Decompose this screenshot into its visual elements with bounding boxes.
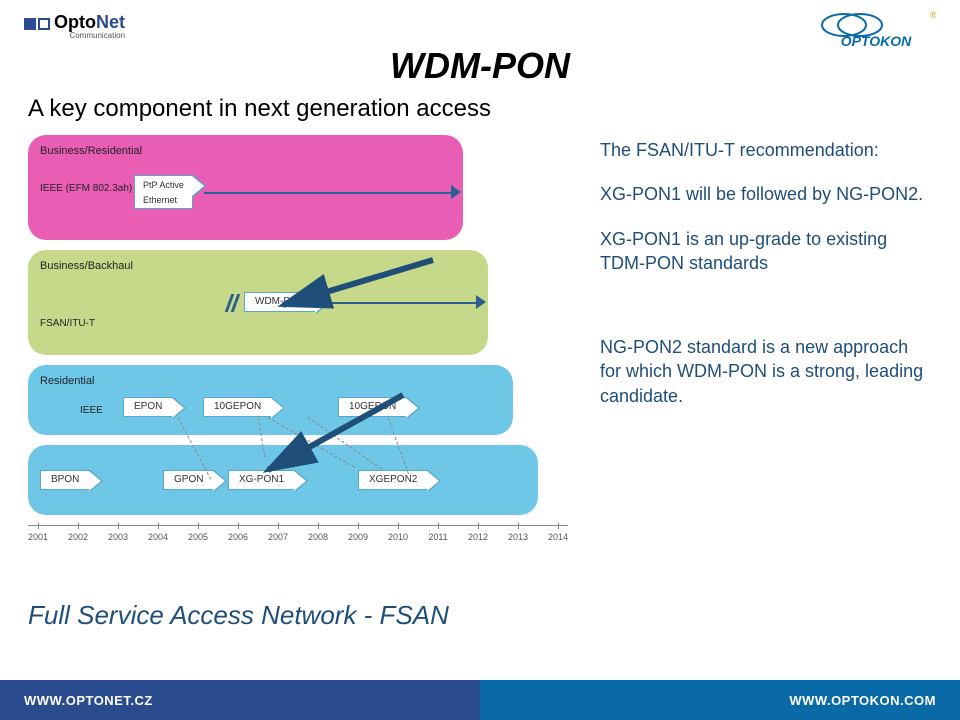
- tick-icon: [558, 523, 559, 529]
- logo-text-2: Net: [96, 12, 125, 32]
- bullet-line: XG-PON1 is an up-grade to existing TDM-P…: [600, 227, 930, 276]
- arrow-icon: [451, 185, 461, 199]
- bullet-line: The FSAN/ITU-T recommendation:: [600, 138, 930, 162]
- bottom-bar: WWW.OPTONET.CZ WWW.OPTOKON.COM: [0, 680, 960, 720]
- band-label: Residential: [40, 375, 501, 387]
- logo-optokon: OPTOKON ®: [816, 10, 936, 48]
- tick-icon: [358, 523, 359, 529]
- arrow-icon: [476, 295, 486, 309]
- band-label: Business/Residential: [40, 145, 451, 157]
- timeline-diagram: Business/Residential IEEE (EFM 802.3ah) …: [28, 135, 588, 550]
- footer-note: Full Service Access Network - FSAN: [28, 600, 449, 631]
- year-label: 2007: [268, 532, 288, 542]
- year-label: 2011: [428, 532, 447, 542]
- logo-text-1: Opto: [54, 12, 96, 32]
- tick-icon: [478, 523, 479, 529]
- svg-text:®: ®: [930, 10, 936, 20]
- chip-bpon: BPON: [40, 470, 90, 490]
- page-subtitle: A key component in next generation acces…: [28, 95, 491, 123]
- timeline-axis: 2001200220032004200520062007200820092010…: [28, 525, 568, 526]
- tick-icon: [518, 523, 519, 529]
- line-icon: [204, 192, 454, 194]
- page-title: WDM-PON: [0, 45, 960, 87]
- year-label: 2002: [68, 532, 88, 542]
- band-sublabel: FSAN/ITU-T: [40, 318, 95, 329]
- pointer-arrow-icon: [258, 255, 438, 365]
- year-label: 2003: [108, 532, 128, 542]
- bullet-line: NG-PON2 standard is a new approach for w…: [600, 335, 930, 408]
- footer-url-left: WWW.OPTONET.CZ: [24, 693, 153, 708]
- year-label: 2012: [468, 532, 488, 542]
- tick-icon: [438, 523, 439, 529]
- tick-icon: [198, 523, 199, 529]
- year-label: 2006: [228, 532, 248, 542]
- year-label: 2014: [548, 532, 568, 542]
- band-sublabel: IEEE: [80, 405, 103, 416]
- year-label: 2001: [28, 532, 48, 542]
- year-label: 2008: [308, 532, 328, 542]
- pointer-arrow-icon: [208, 390, 408, 490]
- chip-ptp-ethernet: PtP ActiveEthernet: [134, 175, 193, 209]
- bullet-block: The FSAN/ITU-T recommendation: XG-PON1 w…: [600, 138, 930, 428]
- tick-icon: [158, 523, 159, 529]
- tick-icon: [318, 523, 319, 529]
- tick-icon: [238, 523, 239, 529]
- year-label: 2010: [388, 532, 408, 542]
- year-label: 2009: [348, 532, 368, 542]
- tick-icon: [278, 523, 279, 529]
- tick-icon: [78, 523, 79, 529]
- year-label: 2004: [148, 532, 168, 542]
- band-business-residential: Business/Residential IEEE (EFM 802.3ah) …: [28, 135, 463, 240]
- footer-url-right: WWW.OPTOKON.COM: [789, 693, 936, 708]
- year-label: 2005: [188, 532, 208, 542]
- logo-sub: Communication: [54, 31, 125, 40]
- band-sublabel: IEEE (EFM 802.3ah): [40, 183, 132, 194]
- logo-optonet: OptoNet Communication: [24, 12, 125, 40]
- tick-icon: [38, 523, 39, 529]
- year-label: 2013: [508, 532, 528, 542]
- tick-icon: [118, 523, 119, 529]
- bullet-line: XG-PON1 will be followed by NG-PON2.: [600, 182, 930, 206]
- chip-epon: EPON: [123, 397, 173, 417]
- tick-icon: [398, 523, 399, 529]
